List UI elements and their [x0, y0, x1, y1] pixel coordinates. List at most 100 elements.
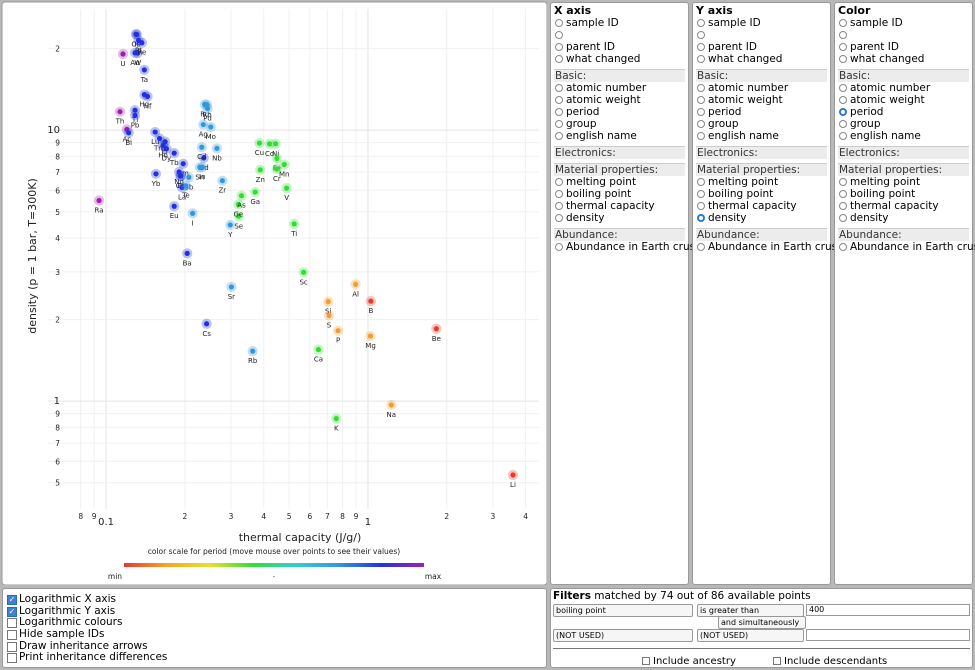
- checkbox[interactable]: ✓: [7, 594, 17, 605]
- conjunction-select[interactable]: and simultaneously: [718, 616, 806, 629]
- radio[interactable]: [697, 43, 705, 51]
- radio[interactable]: [555, 190, 563, 198]
- radio-option[interactable]: Abundance in Earth crust: [696, 241, 841, 253]
- radio-option[interactable]: boiling point: [554, 188, 685, 200]
- radio[interactable]: [839, 190, 847, 198]
- radio[interactable]: [697, 31, 705, 39]
- radio-option[interactable]: Abundance in Earth crust: [838, 241, 975, 253]
- filter-value-input[interactable]: 400: [806, 604, 970, 616]
- checkbox-option[interactable]: Draw inheritance arrows: [7, 640, 542, 653]
- radio-option[interactable]: what changed: [838, 53, 969, 65]
- radio-option[interactable]: period: [838, 106, 969, 118]
- radio[interactable]: [697, 214, 705, 222]
- radio-option[interactable]: melting point: [554, 176, 685, 188]
- radio[interactable]: [555, 96, 563, 104]
- radio-option[interactable]: atomic number: [554, 82, 685, 94]
- radio[interactable]: [697, 55, 705, 63]
- radio-option[interactable]: atomic number: [696, 82, 827, 94]
- radio-option[interactable]: period: [554, 106, 685, 118]
- filter-field-select[interactable]: boiling point: [553, 604, 693, 617]
- radio[interactable]: [839, 214, 847, 222]
- radio-option[interactable]: [696, 29, 827, 41]
- radio[interactable]: [697, 19, 705, 27]
- radio[interactable]: [839, 120, 847, 128]
- radio[interactable]: [839, 96, 847, 104]
- radio[interactable]: [839, 178, 847, 186]
- radio[interactable]: [555, 108, 563, 116]
- checkbox-option[interactable]: ✓ Logarithmic X axis: [7, 593, 542, 606]
- checkbox[interactable]: [642, 657, 650, 665]
- radio[interactable]: [697, 190, 705, 198]
- radio-option[interactable]: english name: [838, 130, 969, 142]
- radio-option[interactable]: english name: [554, 130, 685, 142]
- radio[interactable]: [697, 202, 705, 210]
- radio[interactable]: [839, 43, 847, 51]
- checkbox-option[interactable]: Hide sample IDs: [7, 628, 542, 641]
- radio-option[interactable]: [554, 29, 685, 41]
- radio-option[interactable]: density: [838, 212, 969, 224]
- checkbox[interactable]: [7, 641, 17, 652]
- radio-option[interactable]: what changed: [554, 53, 685, 65]
- radio-option[interactable]: boiling point: [696, 188, 827, 200]
- radio-option[interactable]: sample ID: [696, 17, 827, 29]
- radio[interactable]: [555, 132, 563, 140]
- radio[interactable]: [697, 96, 705, 104]
- checkbox-option[interactable]: Logarithmic colours: [7, 617, 542, 629]
- radio-option[interactable]: group: [696, 118, 827, 130]
- radio[interactable]: [555, 202, 563, 210]
- filter-field-select[interactable]: (NOT USED): [553, 629, 693, 642]
- radio[interactable]: [555, 178, 563, 186]
- radio-option[interactable]: atomic weight: [554, 94, 685, 106]
- radio[interactable]: [839, 132, 847, 140]
- radio-option[interactable]: period: [696, 106, 827, 118]
- radio[interactable]: [697, 178, 705, 186]
- radio-option[interactable]: parent ID: [554, 41, 685, 53]
- radio[interactable]: [839, 55, 847, 63]
- radio[interactable]: [555, 31, 563, 39]
- checkbox[interactable]: [7, 618, 17, 629]
- radio-option[interactable]: thermal capacity: [554, 200, 685, 212]
- radio-option[interactable]: [838, 29, 969, 41]
- radio-option[interactable]: melting point: [838, 176, 969, 188]
- radio[interactable]: [839, 31, 847, 39]
- radio[interactable]: [555, 19, 563, 27]
- radio-option[interactable]: atomic weight: [838, 94, 969, 106]
- radio[interactable]: [697, 84, 705, 92]
- checkbox-option[interactable]: ✓ Logarithmic Y axis: [7, 605, 542, 618]
- radio[interactable]: [555, 55, 563, 63]
- radio[interactable]: [555, 43, 563, 51]
- radio[interactable]: [697, 243, 705, 251]
- checkbox-option[interactable]: Print inheritance differences: [7, 652, 542, 664]
- filter-op-select[interactable]: (NOT USED): [697, 629, 804, 642]
- radio[interactable]: [839, 108, 847, 116]
- radio[interactable]: [697, 108, 705, 116]
- radio-option[interactable]: group: [838, 118, 969, 130]
- radio-option[interactable]: atomic number: [838, 82, 969, 94]
- checkbox[interactable]: [773, 657, 781, 665]
- radio[interactable]: [839, 84, 847, 92]
- checkbox[interactable]: [7, 629, 17, 640]
- radio[interactable]: [555, 214, 563, 222]
- radio[interactable]: [839, 243, 847, 251]
- radio-option[interactable]: english name: [696, 130, 827, 142]
- radio-option[interactable]: melting point: [696, 176, 827, 188]
- radio-option[interactable]: thermal capacity: [696, 200, 827, 212]
- radio-option[interactable]: density: [696, 212, 827, 224]
- radio-option[interactable]: what changed: [696, 53, 827, 65]
- checkbox[interactable]: ✓: [7, 606, 17, 617]
- radio[interactable]: [555, 120, 563, 128]
- radio-option[interactable]: sample ID: [838, 17, 969, 29]
- filter-value-input[interactable]: [806, 629, 970, 641]
- radio[interactable]: [555, 84, 563, 92]
- radio[interactable]: [555, 243, 563, 251]
- checkbox[interactable]: [7, 653, 17, 664]
- radio-option[interactable]: Abundance in Earth crust: [554, 241, 699, 253]
- radio[interactable]: [697, 132, 705, 140]
- radio-option[interactable]: atomic weight: [696, 94, 827, 106]
- radio-option[interactable]: parent ID: [696, 41, 827, 53]
- include-option[interactable]: Include descendants: [773, 655, 887, 667]
- radio-option[interactable]: sample ID: [554, 17, 685, 29]
- radio[interactable]: [839, 19, 847, 27]
- radio-option[interactable]: density: [554, 212, 685, 224]
- radio-option[interactable]: thermal capacity: [838, 200, 969, 212]
